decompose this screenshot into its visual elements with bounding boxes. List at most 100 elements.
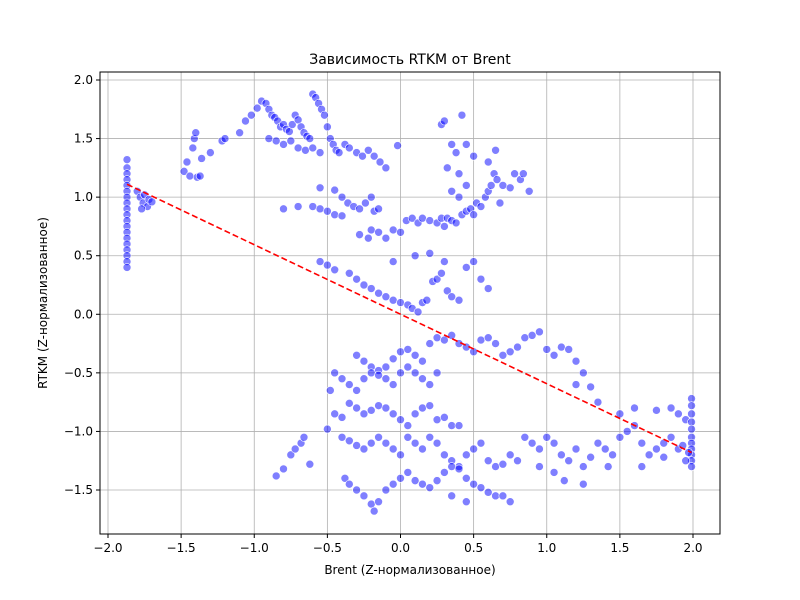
data-point <box>337 413 347 422</box>
data-point <box>359 491 369 501</box>
data-point <box>418 403 427 413</box>
data-point <box>440 335 449 345</box>
data-point <box>355 230 364 239</box>
data-point <box>410 409 420 419</box>
data-point <box>637 438 647 448</box>
y-tick-label: 0.5 <box>74 249 93 263</box>
data-point <box>271 471 281 481</box>
data-point <box>666 432 676 442</box>
data-point <box>440 468 449 477</box>
data-point <box>410 350 420 360</box>
data-point <box>308 202 318 211</box>
data-point <box>425 249 435 258</box>
data-point <box>476 438 486 448</box>
plot-area-frame <box>99 71 721 535</box>
data-point <box>364 145 373 155</box>
data-point <box>396 450 405 460</box>
data-point <box>579 479 588 489</box>
data-point <box>451 218 461 228</box>
data-point <box>462 450 471 460</box>
data-point <box>571 444 581 454</box>
data-point <box>447 462 456 471</box>
data-point <box>122 155 132 164</box>
data-point <box>361 198 370 208</box>
data-point <box>674 409 683 419</box>
data-point <box>374 204 383 214</box>
data-point <box>345 268 354 278</box>
data-point <box>320 110 329 120</box>
data-point <box>413 307 423 317</box>
data-point <box>299 432 309 442</box>
data-point <box>241 116 250 126</box>
data-point <box>535 462 544 471</box>
data-point <box>403 421 413 430</box>
data-point <box>330 210 339 220</box>
x-tick-label: 0.0 <box>391 541 410 555</box>
data-point <box>652 406 661 415</box>
data-point <box>323 424 332 434</box>
data-point <box>454 192 464 202</box>
data-point <box>451 148 461 157</box>
data-point <box>687 401 696 410</box>
data-point <box>388 225 398 235</box>
data-point <box>476 335 486 345</box>
data-point <box>305 134 315 143</box>
data-point <box>305 459 315 469</box>
data-point <box>440 222 449 231</box>
y-axis-label: RTKM (Z-нормализованное) <box>36 217 50 389</box>
data-point <box>352 350 361 360</box>
data-point <box>432 415 442 425</box>
data-point <box>513 456 522 466</box>
data-point <box>418 374 427 384</box>
data-point <box>340 473 350 483</box>
data-point <box>469 210 478 220</box>
data-point <box>524 186 534 196</box>
data-point <box>374 401 383 410</box>
data-point <box>308 143 318 153</box>
data-point <box>498 181 508 190</box>
data-point <box>334 148 344 157</box>
data-point <box>375 157 385 167</box>
data-point <box>359 409 369 419</box>
data-point <box>301 145 310 155</box>
data-point <box>469 444 478 454</box>
data-point <box>535 444 544 454</box>
data-point <box>352 485 361 495</box>
data-point <box>440 116 449 126</box>
data-point <box>527 331 537 340</box>
y-tick-label: 2.0 <box>74 73 93 87</box>
data-point <box>410 476 420 485</box>
data-point <box>681 456 690 466</box>
data-point <box>191 128 201 138</box>
data-point <box>425 483 435 492</box>
data-point <box>345 479 354 489</box>
data-point <box>483 284 493 293</box>
x-tick-label: 0.5 <box>464 541 483 555</box>
data-point <box>644 450 654 460</box>
data-point <box>352 403 361 413</box>
y-tick-label: 1.5 <box>74 132 93 146</box>
data-point <box>462 263 471 272</box>
data-point <box>330 265 339 275</box>
x-axis-label: Brent (Z-нормализованное) <box>324 563 495 577</box>
data-point <box>345 143 354 153</box>
data-point <box>557 450 566 460</box>
data-point <box>323 260 332 270</box>
data-point <box>359 374 369 384</box>
data-point <box>491 339 500 348</box>
data-point <box>505 497 515 507</box>
data-point <box>579 368 588 378</box>
data-point <box>388 354 398 364</box>
data-point <box>396 415 405 425</box>
data-point <box>403 468 413 477</box>
data-point <box>520 432 530 442</box>
data-point <box>535 327 544 337</box>
data-point <box>505 450 515 460</box>
data-point <box>483 456 493 466</box>
data-point <box>637 462 647 471</box>
data-point <box>608 450 617 460</box>
data-point <box>418 356 427 366</box>
data-point <box>122 263 132 272</box>
data-point <box>492 175 502 184</box>
